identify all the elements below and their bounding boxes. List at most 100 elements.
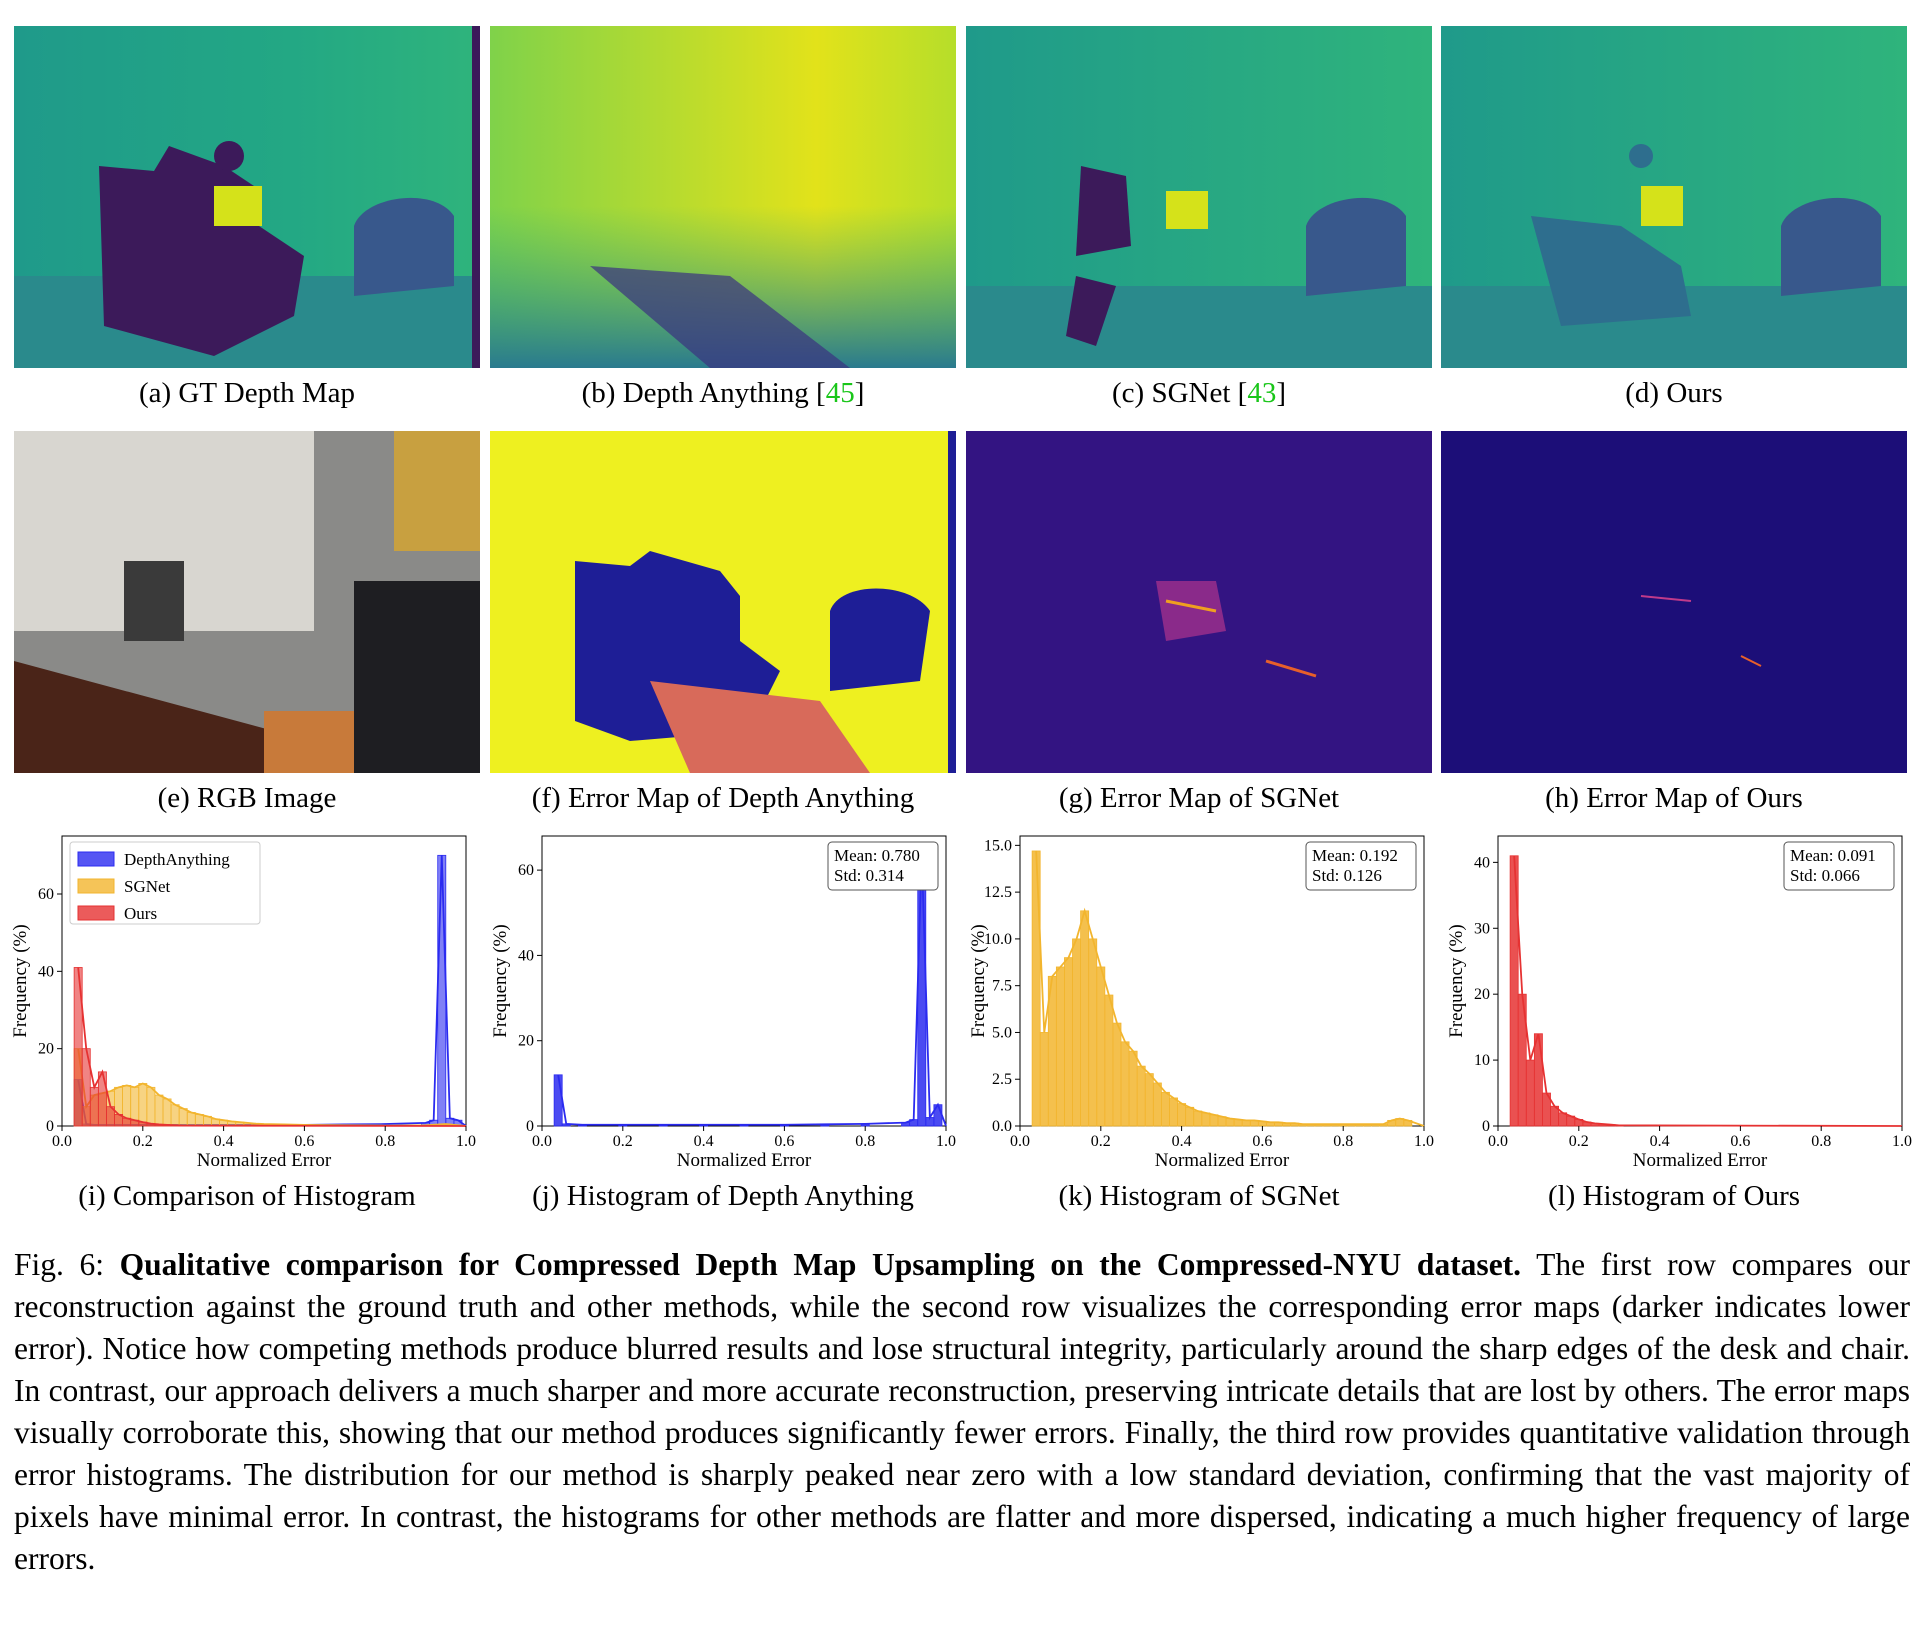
figure-caption: Fig. 6: Qualitative comparison for Compr…: [14, 1244, 1910, 1580]
histogram-bar: [1080, 910, 1090, 1127]
error-map-sgnet: [966, 431, 1432, 773]
y-tick-label: 20: [1474, 986, 1490, 1003]
x-tick-label: 0.8: [855, 1133, 875, 1150]
y-tick-label: 10.0: [984, 931, 1012, 948]
legend-swatch: [77, 905, 115, 921]
histogram-bar: [1185, 1106, 1195, 1127]
caption-h: (h) Error Map of Ours: [1545, 782, 1803, 814]
histogram-bar: [186, 1112, 196, 1127]
caption-a: (a) GT Depth Map: [138, 377, 356, 409]
histogram-comparison: 0.0 0.2 0.4 0.6 0.8 1.0 0 20 40 60 Normalized Erro…: [10, 835, 476, 1171]
histogram-bar: [170, 1104, 180, 1127]
histogram-depth-anything: 0.0 0.2 0.4 0.6 0.8 1.0 0 20 40 60 Normalized Erro…: [490, 835, 956, 1171]
citation-link[interactable]: 45: [825, 377, 855, 409]
caption-k: (k) Histogram of SGNet: [1058, 1180, 1340, 1212]
x-tick-label: 0.6: [294, 1133, 314, 1150]
x-tick-label: 1.0: [936, 1133, 956, 1150]
sgnet-image: [966, 26, 1432, 368]
y-axis-label: Frequency (%): [10, 924, 31, 1037]
histogram-bar: [178, 1108, 188, 1127]
x-axis-label: Normalized Error: [197, 1150, 332, 1171]
x-tick-label: 0.6: [1730, 1133, 1750, 1150]
panel-ours: [1441, 26, 1907, 368]
histogram-bar: [553, 1074, 563, 1127]
x-tick-label: 1.0: [456, 1133, 476, 1150]
caption-l: (l) Histogram of Ours: [1547, 1180, 1801, 1212]
y-tick-label: 0: [46, 1118, 54, 1135]
stats-line: Std: 0.126: [1312, 866, 1382, 885]
x-axis-label: Normalized Error: [1155, 1150, 1290, 1171]
histogram-bar: [1136, 1065, 1146, 1127]
panel-sgnet: [966, 26, 1432, 368]
panel-depth-anything: [490, 26, 956, 368]
rgb-photo: [14, 431, 480, 773]
x-tick-label: 0.8: [1811, 1133, 1831, 1150]
x-tick-label: 0.0: [52, 1133, 72, 1150]
figure-label: Fig. 6:: [14, 1247, 120, 1282]
legend-label: Ours: [124, 904, 157, 923]
histogram-bar: [1144, 1073, 1154, 1127]
x-tick-label: 0.4: [214, 1133, 234, 1150]
histogram-bar: [1112, 1022, 1122, 1127]
caption-c: (c) SGNet [43]: [1112, 377, 1286, 409]
histogram-bar: [917, 852, 927, 1127]
x-axis-label: Normalized Error: [1633, 1150, 1768, 1171]
caption-f: (f) Error Map of Depth Anything: [531, 782, 915, 814]
stats-box: [1783, 841, 1895, 891]
panel-error-ours: [1441, 431, 1907, 773]
histogram-bar: [1088, 938, 1098, 1127]
y-tick-label: 0: [1482, 1118, 1490, 1135]
histogram-bar: [1509, 855, 1519, 1127]
panel-error-sgnet: [966, 431, 1432, 773]
y-tick-label: 0: [526, 1118, 534, 1135]
density-line: [1035, 850, 1425, 1127]
stats-line: Std: 0.314: [834, 866, 904, 885]
y-tick-label: 5.0: [992, 1024, 1012, 1041]
error-map-depth-anything: [490, 431, 956, 773]
citation-link[interactable]: 43: [1247, 377, 1277, 409]
x-tick-label: 0.6: [1252, 1133, 1272, 1150]
y-tick-label: 60: [518, 862, 534, 879]
x-tick-label: 1.0: [1892, 1133, 1912, 1150]
x-tick-label: 0.4: [1650, 1133, 1670, 1150]
histogram-bar: [1072, 938, 1081, 1127]
x-tick-label: 0.8: [1333, 1133, 1353, 1150]
histogram-bar: [1209, 1114, 1219, 1127]
histogram-bar: [1039, 1032, 1049, 1127]
histogram-bar: [1031, 850, 1041, 1127]
histogram-bar: [1064, 957, 1073, 1127]
histogram-bar: [1533, 1033, 1543, 1127]
legend-swatch: [77, 878, 115, 894]
panel-gt-depth-map: [14, 26, 480, 368]
caption-b: (b) Depth Anything [45]: [581, 377, 865, 409]
figure-caption-title: Qualitative comparison for Compressed De…: [119, 1247, 1522, 1282]
legend-box: [69, 841, 261, 925]
stats-line: Mean: 0.091: [1790, 846, 1876, 865]
panel-error-depth-anything: [490, 431, 956, 773]
histogram-bar: [146, 1086, 156, 1127]
x-tick-label: 0.2: [613, 1133, 633, 1150]
histogram-bar: [1120, 1041, 1130, 1127]
y-tick-label: 7.5: [992, 978, 1012, 995]
error-map-ours: [1441, 431, 1907, 773]
y-tick-label: 60: [38, 886, 54, 903]
y-tick-label: 20: [38, 1041, 54, 1058]
y-tick-label: 20: [518, 1033, 534, 1050]
x-tick-label: 0.2: [1091, 1133, 1111, 1150]
x-tick-label: 0.6: [774, 1133, 794, 1150]
histogram-bar: [1104, 994, 1114, 1127]
y-tick-label: 40: [518, 947, 534, 964]
y-tick-label: 30: [1474, 920, 1490, 937]
x-tick-label: 0.0: [1010, 1133, 1030, 1150]
histogram-bar: [89, 1086, 99, 1127]
x-tick-label: 0.2: [1569, 1133, 1589, 1150]
stats-line: Mean: 0.780: [834, 846, 920, 865]
histogram-bar: [1152, 1082, 1162, 1127]
caption-d: (d) Ours: [1625, 377, 1723, 409]
legend-label: DepthAnything: [124, 850, 230, 869]
figure-caption-body: The first row compares our reconstructio…: [14, 1247, 1910, 1576]
histogram-bar: [1177, 1103, 1187, 1127]
y-axis-label: Frequency (%): [968, 924, 989, 1037]
histogram-bar: [437, 854, 447, 1127]
histogram-sgnet: 0.0 0.2 0.4 0.6 0.8 1.0 0.0 2.5 5.0 7.5 10.0 12.5 15…: [968, 835, 1434, 1171]
